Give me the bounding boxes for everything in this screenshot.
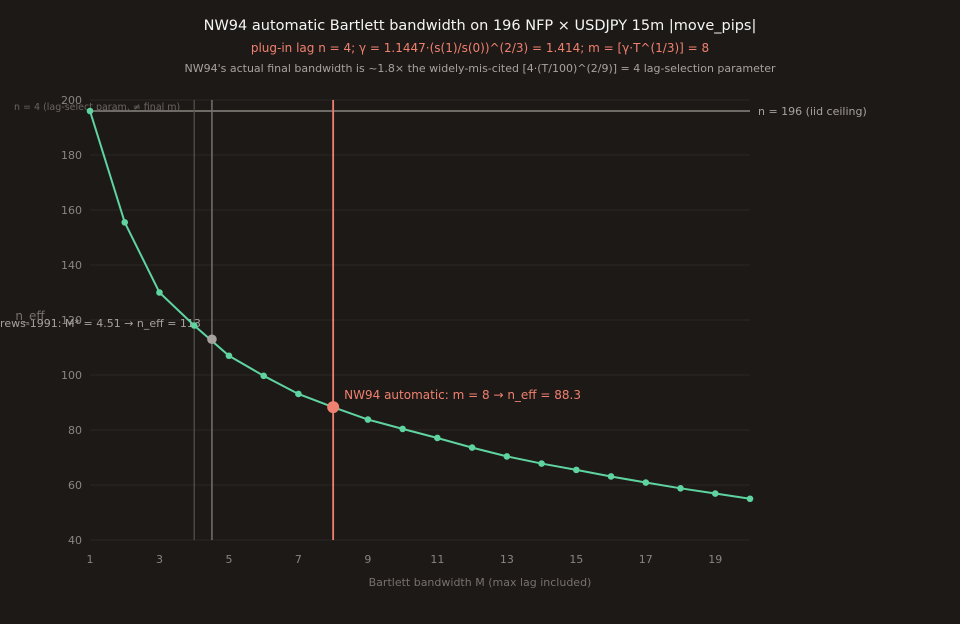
y-tick-label: 40 <box>68 534 82 547</box>
data-point <box>295 390 302 398</box>
highlight-markers <box>207 334 340 414</box>
nw94-marker <box>327 401 340 414</box>
x-tick-label: 17 <box>639 553 653 566</box>
data-point <box>225 352 233 360</box>
y-tick-label: 120 <box>61 314 82 327</box>
chart-title: NW94 automatic Bartlett bandwidth on 196… <box>204 18 757 34</box>
lag-select-label: n = 4 (lag-select param, ≠ final m) <box>14 102 180 113</box>
data-point <box>190 322 198 329</box>
data-point <box>156 289 163 296</box>
x-tick-label: 3 <box>156 553 163 566</box>
x-tick-label: 9 <box>364 553 371 566</box>
x-tick-label: 11 <box>430 553 444 566</box>
andrews-marker <box>207 334 217 345</box>
y-tick-label: 60 <box>68 479 82 492</box>
x-tick-label: 15 <box>569 553 583 566</box>
x-tick-label: 1 <box>87 553 94 566</box>
y-tick-label: 140 <box>61 259 82 272</box>
y-axis-label: n_eff <box>15 309 45 323</box>
x-ticks: 1 3 5 7 9 11 13 15 17 19 <box>87 553 723 566</box>
data-point <box>711 490 719 497</box>
x-tick-label: 7 <box>295 553 302 566</box>
data-point <box>399 425 406 433</box>
y-ticks: 40 60 80 100 120 140 160 180 200 <box>61 94 82 547</box>
y-tick-label: 180 <box>61 149 82 162</box>
series-line <box>89 110 751 500</box>
iid-ceiling-label: n = 196 (iid ceiling) <box>758 105 867 118</box>
y-tick-label: 100 <box>61 369 82 382</box>
x-axis-label: Bartlett bandwidth M (max lag included) <box>369 576 592 589</box>
data-point <box>121 219 129 226</box>
data-point <box>260 372 267 380</box>
nw94-label: NW94 automatic: m = 8 → n_eff = 88.3 <box>344 388 581 402</box>
data-point <box>746 495 754 503</box>
data-points <box>86 107 754 503</box>
y-tick-label: 200 <box>61 94 82 107</box>
data-point <box>573 466 580 474</box>
y-tick-label: 160 <box>61 204 82 217</box>
data-point <box>364 416 372 423</box>
andrews-label: Andrews-1991: M* = 4.51 → n_eff = 113 <box>0 317 201 330</box>
data-point <box>642 479 650 486</box>
data-point <box>538 460 545 467</box>
x-tick-label: 5 <box>225 553 232 566</box>
data-point <box>468 444 476 451</box>
x-tick-label: 19 <box>708 553 722 566</box>
data-point <box>86 107 94 115</box>
x-tick-label: 13 <box>500 553 514 566</box>
grid <box>90 99 750 541</box>
reference-lines: n = 196 (iid ceiling) n = 4 (lag-select p… <box>0 100 867 540</box>
data-point <box>607 473 615 480</box>
data-point <box>677 485 684 492</box>
data-point <box>503 453 511 460</box>
chart-subtitle: plug-in lag n = 4; γ = 1.1447·(s(1)/s(0)… <box>251 41 709 55</box>
y-tick-label: 80 <box>68 424 82 437</box>
chart-note: NW94's actual final bandwidth is ~1.8× t… <box>185 62 776 75</box>
data-point <box>434 434 441 442</box>
